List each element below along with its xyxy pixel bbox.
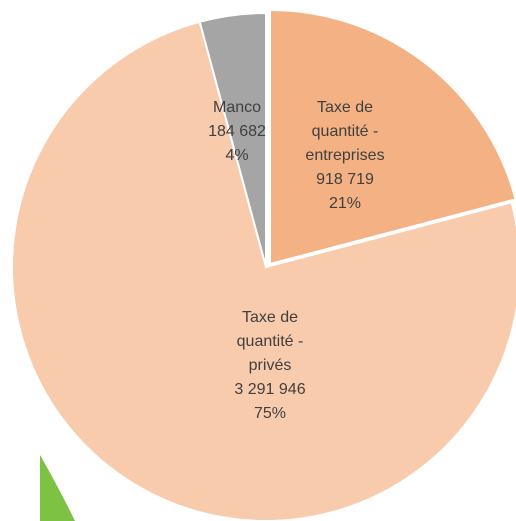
slice-value: 184 682	[208, 123, 266, 140]
slice-percent: 75%	[253, 405, 287, 422]
decoration	[40, 455, 75, 521]
slice-value: 918 719	[316, 171, 374, 188]
pie-slice	[269, 8, 516, 266]
slice-label: Taxe de quantité - entreprises 918 719 21%	[295, 96, 395, 216]
slice-percent: 21%	[328, 195, 362, 212]
pie-slice	[11, 20, 516, 521]
slice-name: Taxe de quantité - privés	[236, 309, 304, 374]
slice-value: 3 291 946	[234, 381, 306, 398]
slice-percent: 4%	[225, 147, 249, 164]
slice-label: Taxe de quantité - privés 3 291 946 75%	[215, 306, 325, 426]
pie-slice	[198, 11, 267, 268]
slice-name: Manco	[212, 99, 262, 116]
slice-name: Taxe de quantité - entreprises	[305, 99, 385, 164]
slice-label: Manco 184 682 4%	[206, 96, 268, 168]
